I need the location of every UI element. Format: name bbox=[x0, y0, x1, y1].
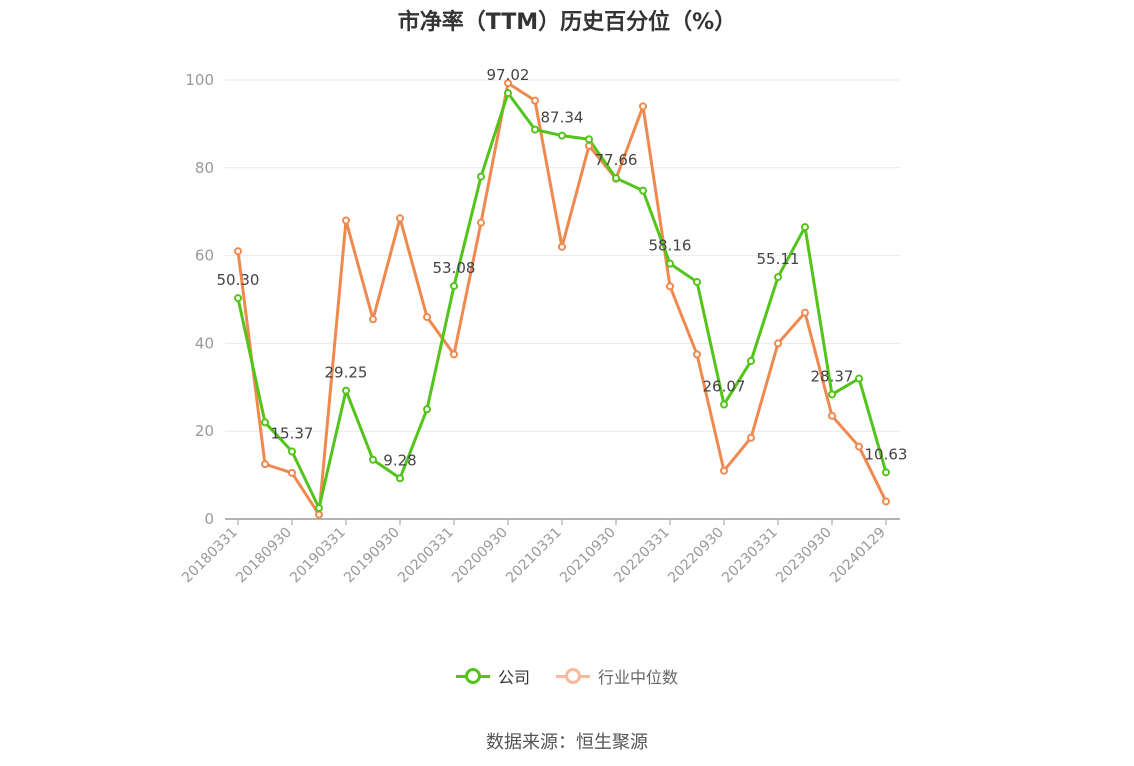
data-point-industry-median bbox=[855, 442, 863, 451]
y-tick-label: 80 bbox=[195, 159, 214, 177]
x-tick-label: 20190331 bbox=[287, 525, 349, 587]
data-label: 97.02 bbox=[487, 66, 530, 84]
data-point-industry-median bbox=[882, 497, 890, 506]
data-point-industry-median bbox=[585, 141, 593, 150]
x-tick-label: 20200930 bbox=[449, 525, 511, 587]
data-point-industry-median bbox=[369, 315, 377, 324]
data-point-company bbox=[828, 390, 836, 399]
data-label: 77.66 bbox=[595, 151, 638, 169]
data-point-company bbox=[234, 294, 242, 303]
series-line-company bbox=[236, 91, 888, 510]
data-label: 15.37 bbox=[271, 425, 314, 443]
data-point-company bbox=[855, 374, 863, 383]
y-tick-label: 40 bbox=[195, 334, 214, 352]
data-point-industry-median bbox=[720, 466, 728, 475]
data-point-company bbox=[774, 273, 782, 282]
data-point-company bbox=[747, 356, 755, 365]
x-tick-label: 20220930 bbox=[665, 525, 727, 587]
data-point-industry-median bbox=[531, 96, 539, 105]
y-tick-label: 20 bbox=[195, 422, 214, 440]
data-label: 50.30 bbox=[217, 271, 260, 289]
data-point-company bbox=[369, 455, 377, 464]
data-point-company bbox=[558, 131, 566, 140]
legend-label-company: 公司 bbox=[497, 668, 530, 687]
x-tick-label: 20190930 bbox=[341, 525, 403, 587]
data-point-company bbox=[531, 125, 539, 134]
data-labels: 50.30 15.37 29.25 9.28 53.08 97.02 87.34 77.66 5… bbox=[217, 66, 908, 469]
x-tick-label: 20180930 bbox=[233, 525, 295, 587]
data-label: 29.25 bbox=[325, 364, 368, 382]
series-points bbox=[234, 79, 890, 519]
y-tick-label: 60 bbox=[195, 247, 214, 265]
data-point-company bbox=[288, 447, 296, 456]
data-label: 10.63 bbox=[865, 445, 908, 463]
x-tick-label: 20240129 bbox=[827, 525, 889, 587]
data-point-company bbox=[720, 400, 728, 409]
data-label: 53.08 bbox=[433, 259, 476, 277]
x-axis: 2018033120180930201903312019093020200331… bbox=[179, 518, 900, 587]
legend-swatch-industry-median bbox=[556, 668, 590, 684]
legend: 公司 行业中位数 bbox=[0, 664, 1134, 688]
data-point-industry-median bbox=[234, 247, 242, 256]
data-point-industry-median bbox=[477, 218, 485, 227]
y-axis-tick-labels: 0 20 40 60 80 100 bbox=[185, 71, 214, 528]
data-point-industry-median bbox=[801, 308, 809, 317]
x-tick-label: 20210331 bbox=[503, 525, 565, 587]
data-point-industry-median bbox=[450, 350, 458, 359]
data-point-industry-median bbox=[423, 313, 431, 322]
data-point-industry-median bbox=[288, 468, 296, 477]
data-point-industry-median bbox=[504, 79, 512, 88]
data-point-company bbox=[612, 174, 620, 183]
data-point-company bbox=[882, 468, 890, 477]
data-label: 28.37 bbox=[811, 367, 854, 385]
data-point-company bbox=[585, 135, 593, 144]
legend-label-industry-median: 行业中位数 bbox=[598, 668, 679, 687]
data-label: 9.28 bbox=[383, 451, 416, 469]
data-point-industry-median bbox=[747, 433, 755, 442]
data-point-industry-median bbox=[774, 339, 782, 348]
data-label: 58.16 bbox=[649, 237, 692, 255]
data-point-company bbox=[423, 405, 431, 414]
data-point-industry-median bbox=[261, 460, 269, 469]
legend-item-company[interactable]: 公司 bbox=[455, 664, 530, 688]
data-point-company bbox=[477, 172, 485, 181]
x-tick-label: 20220331 bbox=[611, 525, 673, 587]
data-point-industry-median bbox=[342, 216, 350, 225]
data-label: 26.07 bbox=[703, 378, 746, 396]
data-point-industry-median bbox=[693, 350, 701, 359]
series-lines bbox=[236, 81, 888, 517]
data-label: 55.11 bbox=[757, 250, 800, 268]
data-point-industry-median bbox=[666, 282, 674, 291]
data-point-company bbox=[342, 386, 350, 395]
data-point-industry-median bbox=[558, 242, 566, 251]
data-point-company bbox=[504, 89, 512, 98]
x-tick-label: 20230930 bbox=[773, 525, 835, 587]
data-point-company bbox=[396, 474, 404, 483]
data-point-industry-median bbox=[315, 510, 323, 519]
x-tick-label: 20200331 bbox=[395, 525, 457, 587]
data-point-company bbox=[693, 277, 701, 286]
x-tick-label: 20210930 bbox=[557, 525, 619, 587]
data-point-company bbox=[639, 186, 647, 195]
chart-title: 市净率（TTM）历史百分位（%） bbox=[397, 10, 737, 35]
data-point-company bbox=[666, 259, 674, 268]
x-tick-label: 20180331 bbox=[179, 525, 241, 587]
data-point-company bbox=[801, 223, 809, 232]
y-tick-label: 100 bbox=[185, 71, 214, 89]
series-line-industry-median bbox=[236, 81, 888, 517]
data-point-industry-median bbox=[639, 102, 647, 111]
data-point-company bbox=[315, 504, 323, 513]
x-tick-label: 20230331 bbox=[719, 525, 781, 587]
data-point-company bbox=[261, 418, 269, 427]
data-point-company bbox=[450, 281, 458, 290]
legend-item-industry-median[interactable]: 行业中位数 bbox=[556, 664, 678, 688]
data-label: 87.34 bbox=[541, 109, 584, 127]
y-tick-label: 0 bbox=[204, 510, 214, 528]
legend-swatch-company bbox=[455, 668, 490, 684]
data-point-industry-median bbox=[828, 411, 836, 420]
data-source-note: 数据来源：恒生聚源 bbox=[486, 732, 648, 753]
data-point-industry-median bbox=[396, 214, 404, 223]
